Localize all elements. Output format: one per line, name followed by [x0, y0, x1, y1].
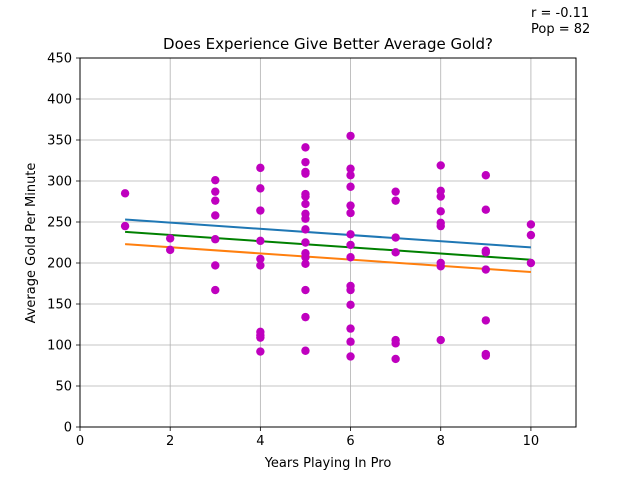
data-point: [256, 347, 265, 356]
y-tick-label: 450: [47, 52, 72, 67]
data-point: [301, 192, 310, 201]
chart-title: Does Experience Give Better Average Gold…: [163, 35, 493, 53]
data-point: [436, 335, 445, 345]
data-point: [346, 324, 355, 333]
data-point: [211, 187, 220, 196]
trend-line: [125, 230, 531, 261]
data-point: [301, 259, 310, 269]
data-point: [346, 253, 355, 262]
data-point: [481, 171, 491, 180]
data-point: [391, 196, 400, 205]
data-point: [436, 186, 445, 196]
x-tick-label: 4: [256, 434, 264, 449]
x-tick-label: 6: [346, 434, 354, 449]
data-points: [120, 131, 536, 364]
data-point: [301, 214, 310, 223]
data-point: [481, 351, 491, 360]
data-point: [301, 346, 310, 355]
data-point: [346, 285, 355, 295]
data-point: [120, 189, 130, 198]
y-tick-label: 250: [47, 216, 72, 231]
data-point: [481, 248, 491, 257]
data-point: [346, 300, 355, 310]
data-point: [301, 199, 310, 209]
data-point: [346, 352, 355, 361]
data-point: [301, 312, 310, 322]
data-point: [301, 169, 310, 178]
trend-lines: [125, 218, 531, 274]
data-point: [346, 182, 355, 191]
data-point: [391, 354, 400, 364]
data-point: [436, 262, 445, 271]
data-point: [436, 221, 445, 231]
data-point: [391, 248, 400, 257]
data-point: [436, 161, 445, 170]
data-point: [346, 240, 355, 250]
correlation-annotation: r = -0.11: [531, 6, 589, 21]
data-point: [120, 221, 130, 231]
data-point: [301, 225, 310, 234]
y-tick-label: 150: [47, 298, 72, 313]
data-point: [391, 187, 400, 196]
x-tick-label: 8: [437, 434, 445, 449]
data-point: [301, 253, 310, 262]
y-tick-label: 400: [47, 93, 72, 108]
data-point: [346, 164, 355, 173]
x-tick-label: 2: [166, 434, 174, 449]
data-point: [256, 261, 265, 270]
x-tick-label: 10: [523, 434, 540, 449]
data-point: [526, 220, 536, 229]
data-point: [256, 254, 265, 264]
y-tick-label: 100: [47, 339, 72, 354]
data-point: [256, 236, 265, 246]
data-point: [481, 316, 491, 325]
data-point: [346, 131, 355, 141]
data-point: [256, 206, 265, 215]
data-point: [165, 234, 175, 243]
data-point: [211, 285, 220, 295]
y-tick-label: 350: [47, 134, 72, 149]
data-point: [481, 205, 491, 214]
data-point: [211, 196, 220, 205]
data-point: [256, 333, 265, 342]
x-tick-label: 0: [76, 434, 84, 449]
data-point: [211, 175, 220, 185]
trend-line: [125, 218, 531, 249]
y-tick-label: 200: [47, 257, 72, 272]
data-point: [301, 157, 310, 167]
data-point: [481, 265, 491, 274]
data-point: [165, 245, 175, 255]
data-point: [346, 230, 355, 239]
data-point: [391, 233, 400, 242]
population-annotation: Pop = 82: [531, 22, 590, 37]
data-point: [301, 143, 310, 152]
data-point: [211, 235, 220, 244]
data-point: [256, 163, 265, 173]
data-point: [256, 184, 265, 193]
y-tick-label: 50: [55, 380, 72, 395]
data-point: [211, 211, 220, 220]
data-point: [346, 201, 355, 210]
data-point: [301, 285, 310, 295]
data-point: [526, 230, 536, 240]
data-point: [436, 207, 445, 216]
y-tick-label: 300: [47, 175, 72, 190]
data-point: [346, 337, 355, 346]
data-point: [526, 258, 536, 268]
data-point: [346, 171, 355, 180]
data-point: [391, 339, 400, 348]
data-point: [301, 238, 310, 247]
x-axis-label: Years Playing In Pro: [264, 456, 392, 471]
y-tick-label: 0: [64, 421, 72, 436]
data-point: [346, 208, 355, 218]
data-point: [211, 261, 220, 270]
plot-frame: [79, 57, 577, 428]
trend-line: [125, 243, 531, 274]
y-axis-label: Average Gold Per Minute: [24, 163, 39, 324]
data-point: [436, 192, 445, 201]
